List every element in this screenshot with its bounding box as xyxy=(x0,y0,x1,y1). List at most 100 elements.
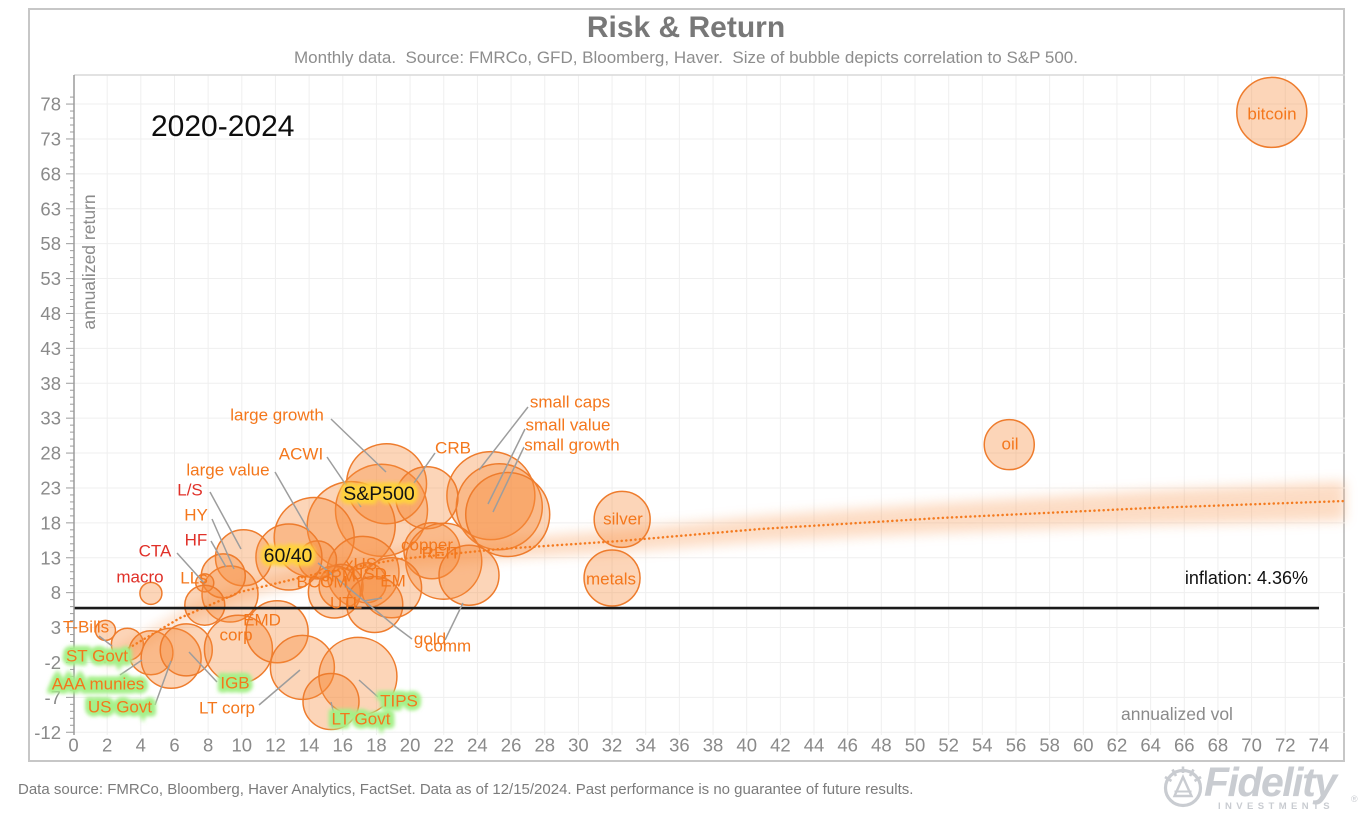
x-tick-label: 54 xyxy=(972,735,993,756)
x-tick-label: 28 xyxy=(534,735,555,756)
chart-title: Risk & Return xyxy=(586,11,786,44)
x-tick-label: 66 xyxy=(1174,735,1195,756)
x-tick-label: 48 xyxy=(871,735,892,756)
bubble-label-aaa-munies-glow: AAA munies xyxy=(52,675,145,694)
bubble-label-comm: comm xyxy=(425,637,471,656)
trend-band xyxy=(105,481,1345,668)
x-tick-label: 14 xyxy=(299,735,320,756)
y-tick-label: 18 xyxy=(40,512,61,533)
bubble-small-caps xyxy=(446,450,536,541)
y-tick-label: 3 xyxy=(51,617,61,638)
y-tick-label: 43 xyxy=(40,338,61,359)
bubble-label-us-govt-glow: US Govt xyxy=(88,698,153,717)
bubble-label-s-p500: S&P500 xyxy=(343,483,415,505)
bubble-label-silver: silver xyxy=(603,510,643,529)
bubble-label-acwi: ACWI xyxy=(279,445,323,464)
bubble-label-small-value: small value xyxy=(525,416,610,435)
bubble-label-60-40-glow: 60/40 xyxy=(264,545,313,567)
bubble-label-usd: USD xyxy=(351,565,387,584)
bubble-label-xus: xUS xyxy=(345,555,377,574)
bubble-label-us-govt-glow: US Govt xyxy=(88,698,153,717)
bubble-label-large-value: large value xyxy=(186,461,269,480)
bubble-s-p500 xyxy=(334,463,429,558)
x-tick-label: 30 xyxy=(568,735,589,756)
bubble-metals xyxy=(583,549,641,607)
leader-large-growth xyxy=(330,418,387,473)
y-tick-label: 78 xyxy=(40,94,61,115)
x-tick-label: 68 xyxy=(1208,735,1229,756)
leader-gold xyxy=(317,562,413,640)
bubble-silver xyxy=(593,490,651,549)
y-tick-label: 63 xyxy=(40,198,61,219)
y-tick-label: 73 xyxy=(40,128,61,149)
bubble-label-lt-govt-glow: LT Govt xyxy=(332,710,391,729)
bubble-label-st-govt: ST Govt xyxy=(66,647,128,666)
brand-name: Fidelity xyxy=(1204,759,1337,805)
bubble-label-st-govt-glow: ST Govt xyxy=(66,647,128,666)
bubble-label-bitcoin: bitcoin xyxy=(1247,105,1296,124)
x-tick-label: 74 xyxy=(1309,735,1330,756)
y-tick-label: 8 xyxy=(51,582,61,603)
leader-utl xyxy=(363,597,383,602)
y-tick-label: -12 xyxy=(34,722,61,743)
x-tick-label: 8 xyxy=(203,735,213,756)
x-tick-label: 70 xyxy=(1241,735,1262,756)
x-tick-label: 22 xyxy=(433,735,454,756)
leader-comm xyxy=(444,602,464,641)
bubble-label-hf: HF xyxy=(185,531,208,550)
fidelity-logo: Fidelity ® INVESTMENTS xyxy=(1160,759,1370,817)
bubble-small-growth xyxy=(464,471,551,558)
bubble-label-aaa-munies-glow: AAA munies xyxy=(52,675,145,694)
x-tick-label: 24 xyxy=(467,735,488,756)
x-tick-label: 60 xyxy=(1073,735,1094,756)
x-tick-label: 38 xyxy=(703,735,724,756)
x-tick-label: 36 xyxy=(669,735,690,756)
leader-small-value xyxy=(487,428,526,505)
bubble-label-utl: UTL xyxy=(330,594,362,613)
bubble-crb xyxy=(395,465,459,530)
brand-sub: INVESTMENTS xyxy=(1218,801,1334,812)
leader-tips xyxy=(358,679,379,698)
x-tick-label: 6 xyxy=(169,735,179,756)
x-axis-title: annualized vol xyxy=(1121,704,1233,724)
bubble-label-60-40: 60/40 xyxy=(264,545,313,567)
period-label: 2020-2024 xyxy=(151,110,295,143)
chart-subtitle: Monthly data. Source: FMRCo, GFD, Bloomb… xyxy=(294,48,1078,67)
x-tick-label: 34 xyxy=(635,735,656,756)
y-tick-label: 48 xyxy=(40,303,61,324)
y-tick-label: 58 xyxy=(40,233,61,254)
bubble-lls xyxy=(184,584,226,626)
y-tick-label: 53 xyxy=(40,268,61,289)
x-tick-label: 40 xyxy=(736,735,757,756)
fidelity-pyramid-icon xyxy=(1163,766,1203,808)
x-tick-label: 10 xyxy=(232,735,253,756)
x-tick-label: 20 xyxy=(400,735,421,756)
chart-frame xyxy=(28,8,1345,762)
leader-small-growth xyxy=(492,446,525,513)
y-tick-label: -7 xyxy=(45,687,61,708)
leader-cta xyxy=(176,552,206,585)
bubble-label-small-growth: small growth xyxy=(524,436,619,455)
bubble-label-large-growth: large growth xyxy=(230,406,324,425)
bubble-label-cta: CTA xyxy=(139,542,172,561)
bubble-label-metals: metals xyxy=(586,570,636,589)
bubble-label-lt-govt-glow: LT Govt xyxy=(332,710,391,729)
bubble-label-us-govt: US Govt xyxy=(88,698,153,717)
bubble-corp xyxy=(203,614,274,684)
bubble-label-lt-govt: LT Govt xyxy=(332,710,391,729)
bubble-label-lt-corp: LT corp xyxy=(199,699,255,718)
leader-hf xyxy=(210,540,227,568)
y-tick-label: -2 xyxy=(45,652,61,673)
bubble-emd xyxy=(245,599,309,664)
bubble-label-macro: macro xyxy=(116,568,163,587)
leader-aaa-munies xyxy=(119,659,143,676)
leader-crb xyxy=(413,452,436,484)
x-tick-label: 44 xyxy=(804,735,825,756)
bubble-label-small-caps: small caps xyxy=(530,393,610,412)
bubble-label-copper: copper xyxy=(401,536,453,555)
bubble-60-40 xyxy=(255,523,323,591)
x-tick-label: 26 xyxy=(501,735,522,756)
bubble-label-corp: corp xyxy=(219,626,252,645)
bubble-label-igb-glow: IGB xyxy=(220,674,249,693)
